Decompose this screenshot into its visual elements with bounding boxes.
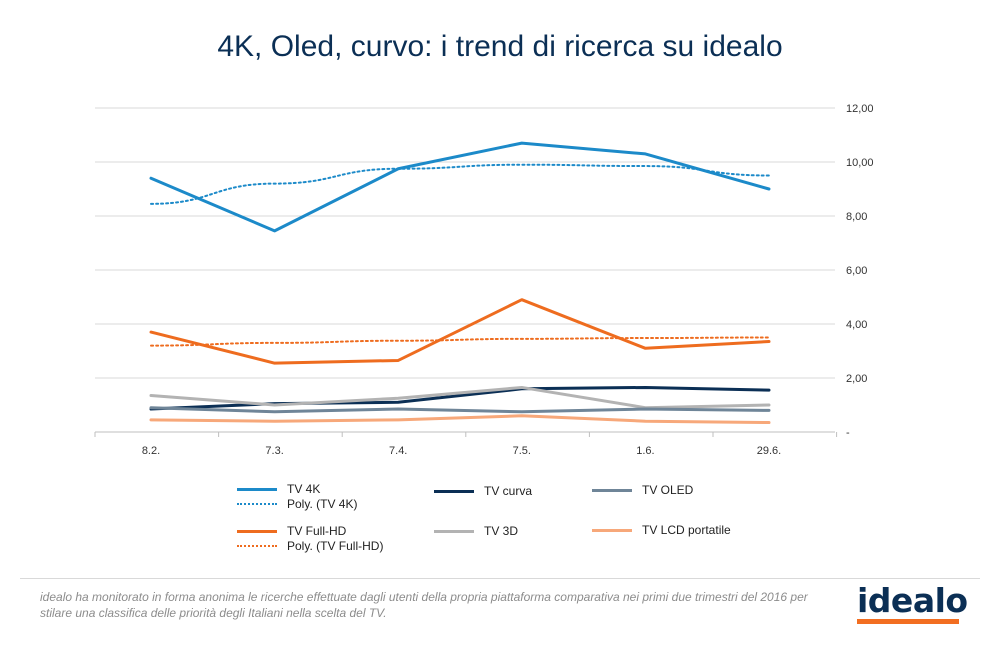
legend-item-tv-3d: TV 3D: [434, 524, 518, 538]
footer-note: idealo ha monitorato in forma anonima le…: [40, 590, 808, 620]
series-line-tv-4k: [149, 141, 771, 233]
legend-item-tv-full-hd: TV Full-HD: [237, 524, 346, 538]
legend-swatch: [237, 529, 277, 533]
legend-item-tv-oled: TV OLED: [592, 483, 693, 497]
series-line-tv-lcd-portatile: [149, 414, 771, 425]
legend-label: TV 4K: [287, 482, 321, 496]
y-tick-label: 12,00: [846, 103, 874, 115]
series-line-poly-tv-4k: [150, 163, 770, 205]
x-tick-label: 7.4.: [389, 445, 407, 457]
y-tick-label: 2,00: [846, 373, 867, 385]
y-tick-label: 8,00: [846, 211, 867, 223]
legend-label: TV curva: [484, 484, 533, 498]
legend-label: TV LCD portatile: [642, 523, 731, 537]
legend-item-poly-tv-4k: Poly. (TV 4K): [237, 497, 357, 511]
legend-label: TV Full-HD: [287, 524, 347, 538]
x-tick-label: 7.3.: [265, 445, 283, 457]
x-tick-label: 8.2.: [142, 445, 160, 457]
y-tick-label: -: [846, 427, 850, 439]
legend-swatch: [592, 488, 632, 492]
footer-divider: [20, 578, 980, 579]
series-line-poly-tv-full-hd: [150, 336, 770, 347]
logo-underline: [857, 619, 959, 624]
chart-title: 4K, Oled, curvo: i trend di ricerca su i…: [217, 30, 783, 63]
legend-item-poly-tv-full-hd: Poly. (TV Full-HD): [237, 539, 383, 553]
logo-wordmark: idealo: [857, 581, 968, 620]
legend-swatch: [592, 528, 632, 532]
legend-swatch: [237, 545, 277, 547]
legend-label: TV OLED: [642, 483, 694, 497]
legend-label: Poly. (TV 4K): [287, 497, 358, 511]
line-chart: - 2,00 4,00 6,00 8,00 10,00 12,00 8.2. 7.3. 7.4. 7…: [94, 103, 874, 457]
legend-item-tv-lcd-portatile: TV LCD portatile: [592, 523, 731, 537]
legend-swatch: [434, 489, 474, 493]
x-tick-label: 1.6.: [636, 445, 654, 457]
y-tick-label: 10,00: [846, 157, 874, 169]
series-line-tv-3d: [149, 385, 771, 410]
legend-item-tv-4k: TV 4K: [237, 482, 320, 496]
y-tick-label: 6,00: [846, 265, 867, 277]
legend-swatch: [237, 503, 277, 505]
legend-item-tv-curva: TV curva: [434, 484, 532, 498]
legend-swatch: [237, 487, 277, 491]
legend-swatch: [434, 529, 474, 533]
legend-label: Poly. (TV Full-HD): [287, 539, 384, 553]
series-line-tv-oled: [149, 406, 771, 414]
series-line-tv-full-hd: [149, 298, 771, 365]
x-tick-label: 7.5.: [513, 445, 531, 457]
idealo-logo: idealo: [857, 581, 968, 624]
x-tick-label: 29.6.: [757, 445, 781, 457]
y-tick-label: 4,00: [846, 319, 867, 331]
legend-label: TV 3D: [484, 524, 519, 538]
